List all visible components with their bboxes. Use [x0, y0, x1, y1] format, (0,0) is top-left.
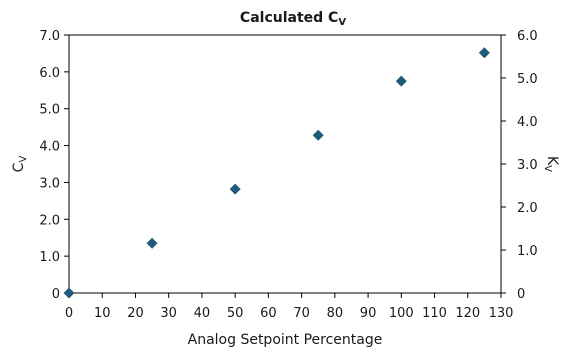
- x-tick-label: 110: [422, 306, 447, 321]
- x-axis-title: Analog Setpoint Percentage: [188, 332, 383, 348]
- chart-title: Calculated CV: [240, 10, 346, 28]
- data-point: [395, 75, 407, 87]
- x-tick-label: 130: [489, 306, 514, 321]
- x-tick-label: 90: [360, 306, 377, 321]
- x-tick-label: 30: [160, 306, 177, 321]
- y2-tick-label: 3.0: [517, 158, 538, 173]
- data-series: [63, 47, 490, 299]
- plot-area: [68, 34, 502, 294]
- x-tick-label: 70: [293, 306, 310, 321]
- y2-axis-title: KV: [542, 156, 560, 172]
- x-tick-label: 120: [455, 306, 480, 321]
- y-axis-title: CV: [11, 156, 29, 173]
- y2-tick-label: 4.0: [517, 115, 538, 130]
- y-tick-label: 2.0: [39, 213, 60, 228]
- y-tick-label: 4.0: [39, 140, 60, 155]
- y2-tick-label: 5.0: [517, 72, 538, 87]
- y-tick-label: 7.0: [39, 29, 60, 44]
- y-tick-label: 3.0: [39, 176, 60, 191]
- x-tick-label: 0: [65, 306, 73, 321]
- data-point: [312, 129, 324, 141]
- data-point: [478, 47, 490, 59]
- y-tick-label: 1.0: [39, 250, 60, 265]
- y2-tick-label: 1.0: [517, 244, 538, 259]
- x-tick-label: 20: [127, 306, 144, 321]
- y-tick-label: 6.0: [39, 66, 60, 81]
- y-tick-label: 5.0: [39, 103, 60, 118]
- y2-tick-label: 6.0: [517, 29, 538, 44]
- x-tick-label: 60: [260, 306, 277, 321]
- y-axis-left: 0 1.0 2.0 3.0 4.0 5.0 6.0 7.0: [39, 29, 69, 302]
- y2-tick-label: 2.0: [517, 201, 538, 216]
- x-tick-label: 40: [194, 306, 211, 321]
- data-point: [63, 287, 75, 299]
- x-tick-label: 100: [389, 306, 414, 321]
- x-tick-label: 80: [327, 306, 344, 321]
- data-point: [229, 183, 241, 195]
- x-tick-label: 50: [227, 306, 244, 321]
- data-point: [146, 237, 158, 249]
- x-axis: 0 10 20 30 40 50 60 70 80 90 100 110 120 130: [65, 293, 514, 321]
- y-tick-label: 0: [52, 287, 60, 302]
- y-axis-right: 0 1.0 2.0 3.0 4.0 5.0 6.0: [501, 29, 538, 302]
- x-tick-label: 10: [94, 306, 111, 321]
- y2-tick-label: 0: [517, 287, 525, 302]
